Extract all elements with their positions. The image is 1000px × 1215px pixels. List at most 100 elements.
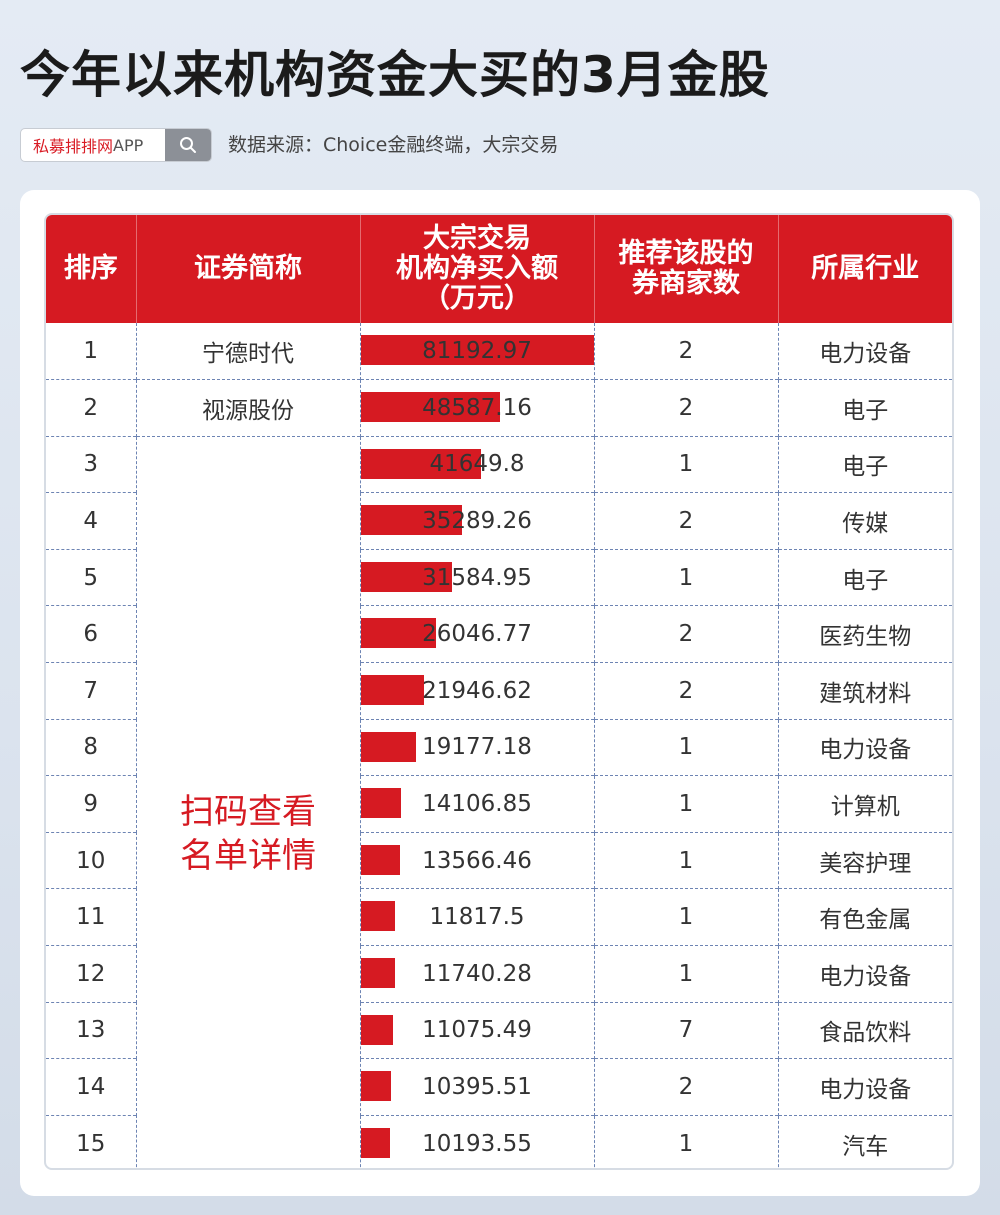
- net-buy-amount-value: 14106.85: [422, 791, 532, 818]
- net-buy-bar: [360, 1071, 391, 1102]
- net-buy-amount-cell: 11075.49: [359, 1001, 594, 1059]
- rank-cell: 1: [83, 338, 99, 365]
- broker-count-cell: 1: [593, 1114, 778, 1168]
- broker-count-cell: 7: [593, 1001, 778, 1059]
- net-buy-amount-value: 11075.49: [422, 1017, 532, 1044]
- net-buy-amount-cell: 14106.85: [359, 775, 594, 833]
- table-body: 1 宁德时代 81192.97 2 电力设备 2 视源股份 48587.16 2 电子 3 扫码查看名…: [46, 323, 952, 1168]
- broker-count-cell: 2: [593, 662, 778, 720]
- industry-cell: 电子: [777, 379, 952, 437]
- net-buy-amount-value: 81192.97: [422, 338, 532, 365]
- broker-count-cell: 2: [593, 605, 778, 663]
- security-name-cell: 宁德时代: [135, 323, 360, 380]
- search-box[interactable]: 私募排排网 APP: [20, 128, 212, 162]
- net-buy-amount-cell: 41649.8: [359, 435, 594, 493]
- net-buy-bar: [360, 561, 452, 592]
- rank-cell: 2: [46, 379, 136, 437]
- net-buy-bar: [360, 1014, 393, 1045]
- table-row: 12 11740.28 1 电力设备: [46, 945, 952, 1003]
- net-buy-bar: [360, 618, 436, 649]
- search-label-brand: 私募排排网: [33, 137, 114, 156]
- net-buy-amount-value: 26046.77: [422, 621, 532, 648]
- rank-cell: 6: [46, 605, 136, 663]
- net-buy-amount-value: 13566.46: [422, 847, 532, 874]
- broker-count-cell: 1: [593, 888, 778, 946]
- rank-cell: 8: [46, 718, 136, 776]
- net-buy-amount-cell: 48587.16: [359, 379, 594, 437]
- net-buy-bar: [360, 335, 594, 365]
- rank-cell: 3: [46, 435, 136, 493]
- industry-cell: 电力设备: [777, 718, 952, 776]
- search-label-app: APP: [113, 135, 144, 155]
- net-buy-amount-cell: 31584.95: [359, 548, 594, 606]
- table-row: 1 宁德时代 81192.97 2 电力设备: [46, 323, 952, 380]
- broker-count-cell: 2: [593, 379, 778, 437]
- broker-count-cell: 1: [593, 831, 778, 889]
- table-header-row: 排序 证券简称 大宗交易 机构净买入额 （万元） 推荐该股的 券商家数 所属行业: [46, 215, 952, 323]
- rank-cell: 5: [46, 548, 136, 606]
- table-row: 13 11075.49 7 食品饮料: [46, 1001, 952, 1059]
- net-buy-amount-value: 31584.95: [422, 564, 532, 591]
- net-buy-amount-value: 41649.8: [429, 451, 525, 478]
- net-buy-amount-value: 11817.5: [429, 904, 525, 931]
- table-row: 7 21946.62 2 建筑材料: [46, 662, 952, 720]
- industry-cell: 建筑材料: [777, 662, 952, 720]
- rank-cell: 4: [46, 492, 136, 550]
- table-row: 15 10193.55 1 汽车: [46, 1114, 952, 1168]
- ranking-table: 排序 证券简称 大宗交易 机构净买入额 （万元） 推荐该股的 券商家数 所属行业 1 宁德时代 8…: [44, 213, 954, 1170]
- broker-count-cell: 2: [593, 323, 778, 380]
- net-buy-amount-cell: 13566.46: [359, 831, 594, 889]
- search-label: 私募排排网 APP: [21, 129, 165, 161]
- table-row: 11 11817.5 1 有色金属: [46, 888, 952, 946]
- rank-cell: 11: [46, 888, 136, 946]
- table-row: 2 视源股份 48587.16 2 电子: [46, 379, 952, 437]
- header-brokers: 推荐该股的 券商家数: [593, 215, 778, 323]
- rank-cell: 14: [46, 1058, 136, 1116]
- industry-cell: 有色金属: [777, 888, 952, 946]
- industry-cell: 美容护理: [777, 831, 952, 889]
- table-row: 4 35289.26 2 传媒: [46, 492, 952, 550]
- broker-count-cell: 1: [593, 775, 778, 833]
- industry-cell: 汽车: [777, 1114, 952, 1168]
- net-buy-amount-cell: 11817.5: [359, 888, 594, 946]
- net-buy-bar: [360, 731, 416, 762]
- net-buy-amount-value: 19177.18: [422, 734, 532, 761]
- rank-cell: 13: [46, 1001, 136, 1059]
- net-buy-bar: [360, 1127, 390, 1158]
- table-row: 8 19177.18 1 电力设备: [46, 718, 952, 776]
- table-row: 5 31584.95 1 电子: [46, 548, 952, 606]
- net-buy-bar: [360, 901, 395, 932]
- broker-count-cell: 1: [593, 945, 778, 1003]
- net-buy-bar: [360, 505, 462, 536]
- broker-count-cell: 2: [593, 492, 778, 550]
- rank-cell: 10: [46, 831, 136, 889]
- industry-cell: 食品饮料: [777, 1001, 952, 1059]
- net-buy-bar: [360, 448, 481, 479]
- search-button[interactable]: [165, 129, 211, 161]
- industry-cell: 电力设备: [777, 945, 952, 1003]
- net-buy-amount-value: 11740.28: [422, 960, 532, 987]
- broker-count-cell: 2: [593, 1058, 778, 1116]
- search-icon: [180, 137, 196, 153]
- table-row: 10 13566.46 1 美容护理: [46, 831, 952, 889]
- net-buy-amount-value: 10193.55: [422, 1130, 532, 1157]
- table-row: 6 26046.77 2 医药生物: [46, 605, 952, 663]
- net-buy-amount-cell: 26046.77: [359, 605, 594, 663]
- header-industry: 所属行业: [777, 215, 952, 323]
- security-name-cell: 视源股份: [135, 379, 360, 437]
- table-row: 14 10395.51 2 电力设备: [46, 1058, 952, 1116]
- industry-cell: 传媒: [777, 492, 952, 550]
- industry-cell: 电子: [777, 548, 952, 606]
- header-name: 证券简称: [135, 215, 360, 323]
- broker-count-cell: 1: [593, 548, 778, 606]
- industry-cell: 电力设备: [777, 1058, 952, 1116]
- net-buy-amount-value: 10395.51: [422, 1074, 532, 1101]
- header-rank: 排序: [46, 215, 136, 323]
- net-buy-bar: [360, 844, 400, 875]
- rank-cell: 7: [46, 662, 136, 720]
- net-buy-amount-value: 35289.26: [422, 508, 532, 535]
- net-buy-bar: [360, 392, 500, 423]
- broker-count-cell: 1: [593, 718, 778, 776]
- page-title: 今年以来机构资金大买的3月金股: [20, 46, 770, 104]
- industry-cell: 电子: [777, 435, 952, 493]
